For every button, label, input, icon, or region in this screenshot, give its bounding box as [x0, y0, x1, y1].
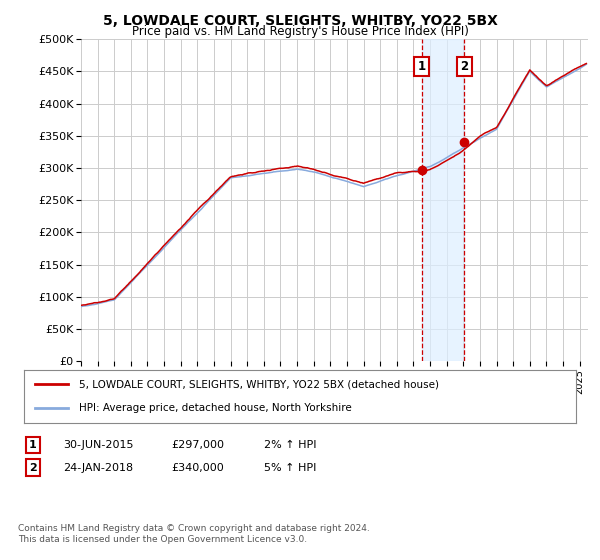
Text: 30-JUN-2015: 30-JUN-2015 — [63, 440, 133, 450]
Text: 2: 2 — [29, 463, 37, 473]
Text: HPI: Average price, detached house, North Yorkshire: HPI: Average price, detached house, Nort… — [79, 403, 352, 413]
Text: 1: 1 — [29, 440, 37, 450]
Text: This data is licensed under the Open Government Licence v3.0.: This data is licensed under the Open Gov… — [18, 535, 307, 544]
Text: Price paid vs. HM Land Registry's House Price Index (HPI): Price paid vs. HM Land Registry's House … — [131, 25, 469, 38]
Text: 5, LOWDALE COURT, SLEIGHTS, WHITBY, YO22 5BX: 5, LOWDALE COURT, SLEIGHTS, WHITBY, YO22… — [103, 14, 497, 28]
Text: 24-JAN-2018: 24-JAN-2018 — [63, 463, 133, 473]
Bar — [422, 39, 464, 361]
Text: 1: 1 — [418, 60, 426, 73]
Text: Contains HM Land Registry data © Crown copyright and database right 2024.: Contains HM Land Registry data © Crown c… — [18, 524, 370, 533]
Text: £297,000: £297,000 — [171, 440, 224, 450]
Text: 5% ↑ HPI: 5% ↑ HPI — [264, 463, 316, 473]
Text: 2% ↑ HPI: 2% ↑ HPI — [264, 440, 317, 450]
Text: 2: 2 — [460, 60, 469, 73]
Text: £340,000: £340,000 — [171, 463, 224, 473]
Text: 5, LOWDALE COURT, SLEIGHTS, WHITBY, YO22 5BX (detached house): 5, LOWDALE COURT, SLEIGHTS, WHITBY, YO22… — [79, 380, 439, 390]
